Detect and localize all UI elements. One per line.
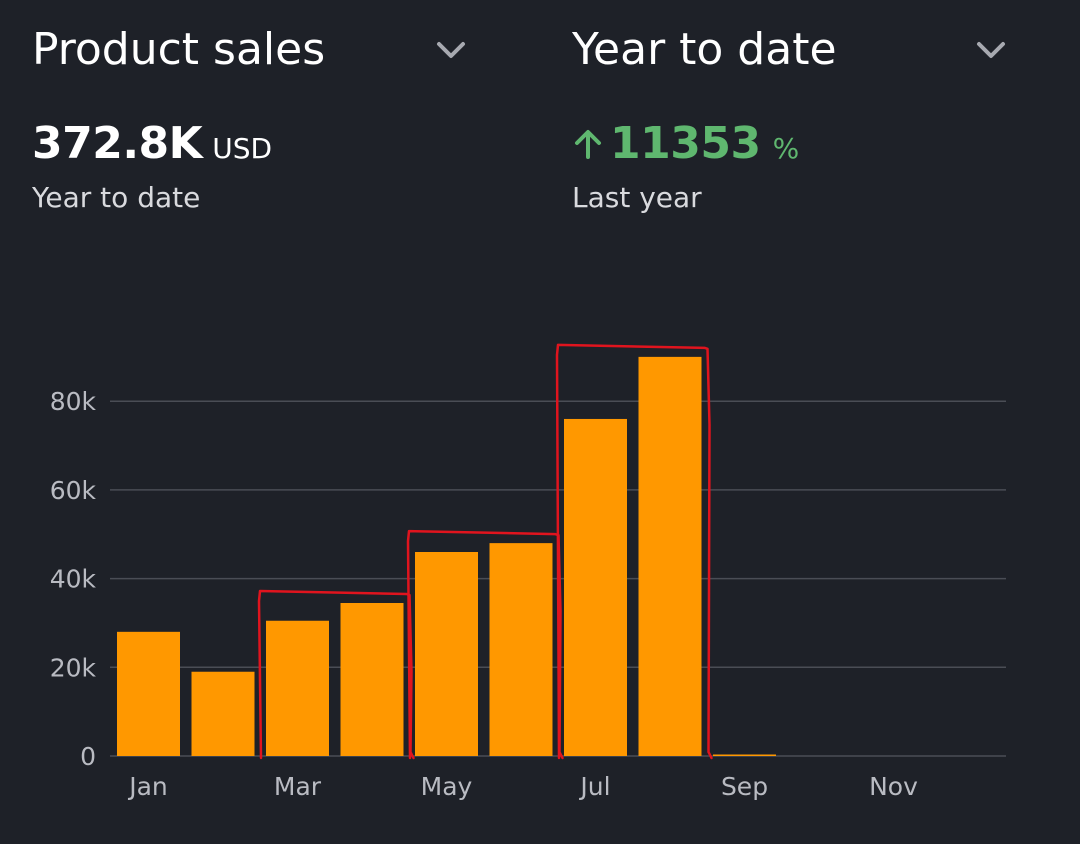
x-tick-label: May <box>421 772 473 801</box>
bar-layer <box>117 356 776 756</box>
highlight-box-annotation <box>555 343 713 760</box>
period-selector-label: Year to date <box>572 24 837 75</box>
bar <box>266 620 329 756</box>
total-sales-caption: Year to date <box>32 181 201 214</box>
change-value-row: 11353 % <box>572 118 799 169</box>
chevron-down-icon <box>434 33 468 67</box>
bar <box>564 418 627 756</box>
bar <box>638 356 702 756</box>
total-sales-value: 372.8K <box>32 118 203 169</box>
bar <box>415 552 478 756</box>
total-sales-value-row: 372.8K USD <box>32 118 272 169</box>
sales-bar-chart: 0 20k 40k 60k 80k Jan Mar May Jul Sep Nov <box>50 343 1006 801</box>
bar <box>117 631 180 756</box>
x-tick-label: Mar <box>274 772 322 801</box>
y-tick-label: 80k <box>50 387 97 416</box>
change-unit: % <box>772 132 800 165</box>
bar <box>191 671 255 756</box>
y-tick-label: 60k <box>50 476 97 505</box>
total-sales-unit: USD <box>212 132 273 165</box>
change-value: 11353 <box>610 118 761 169</box>
total-sales-stat: 372.8K USD Year to date <box>32 118 272 214</box>
change-stat: 11353 % Last year <box>572 118 799 214</box>
x-tick-label: Jul <box>578 772 610 801</box>
bar <box>713 754 776 756</box>
bar <box>340 603 404 756</box>
metric-selector[interactable]: Product sales <box>32 22 472 78</box>
annotation-layer <box>257 343 713 760</box>
axis-layer: 0 20k 40k 60k 80k Jan Mar May Jul Sep Nov <box>50 387 918 801</box>
metric-selector-label: Product sales <box>32 24 326 75</box>
arrow-up-icon <box>572 128 604 160</box>
x-tick-label: Jan <box>127 772 168 801</box>
y-tick-label: 40k <box>50 565 97 594</box>
period-selector[interactable]: Year to date <box>572 22 1012 78</box>
y-tick-label: 0 <box>80 742 96 771</box>
x-tick-label: Sep <box>721 772 768 801</box>
change-caption: Last year <box>572 181 702 214</box>
y-tick-label: 20k <box>50 653 97 682</box>
x-tick-label: Nov <box>869 772 918 801</box>
chevron-down-icon <box>974 33 1008 67</box>
bar <box>489 543 553 756</box>
